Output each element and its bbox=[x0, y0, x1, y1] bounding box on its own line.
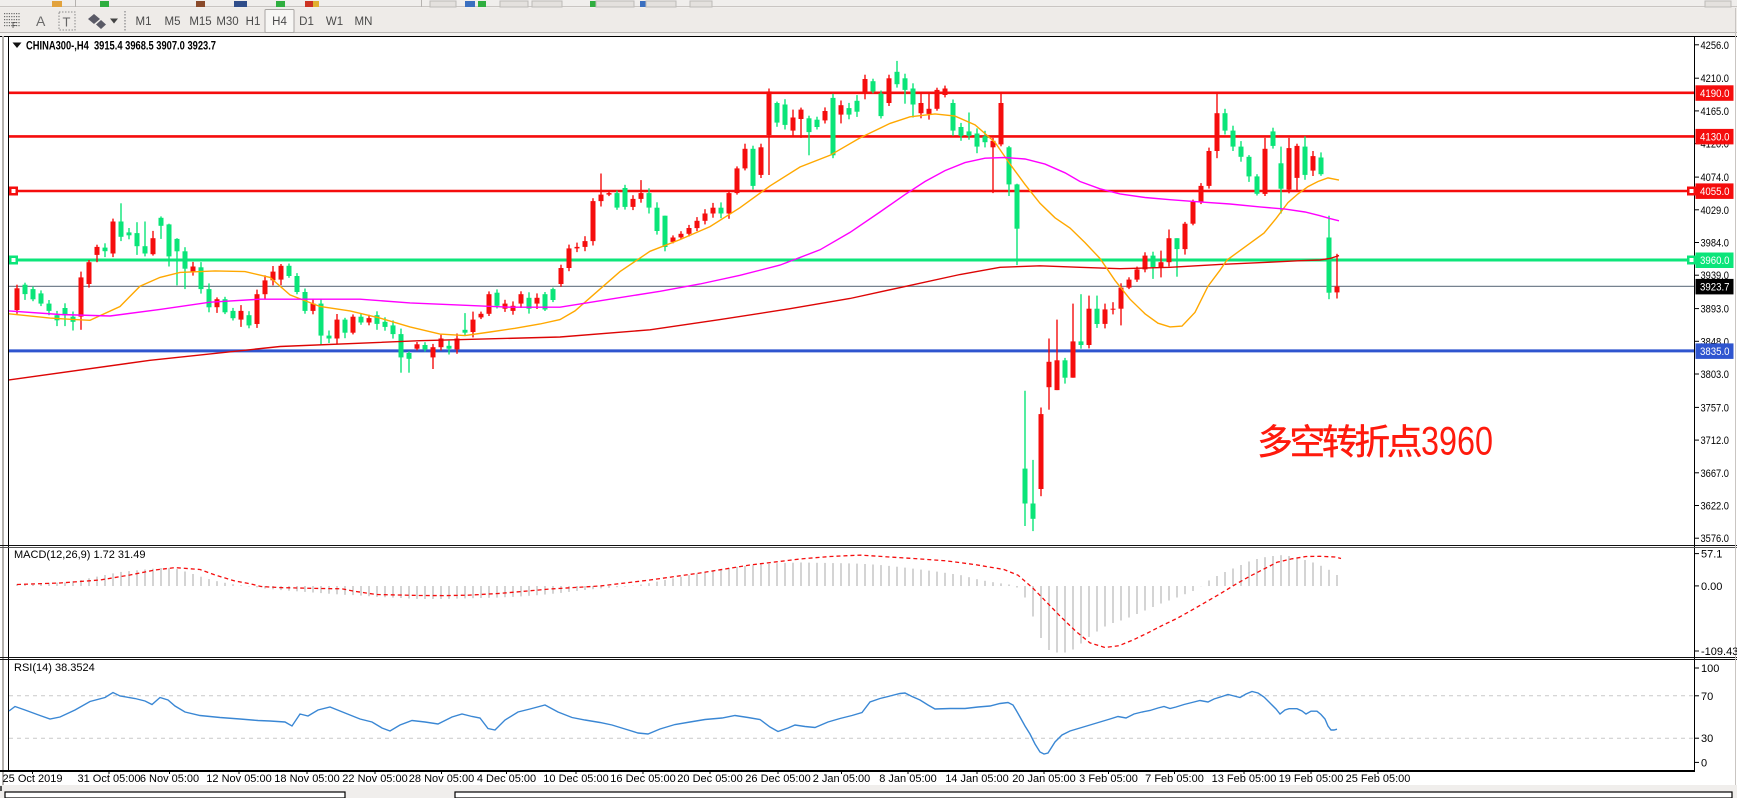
svg-text:4 Dec 05:00: 4 Dec 05:00 bbox=[477, 773, 536, 785]
svg-text:H1: H1 bbox=[246, 16, 261, 28]
svg-text:4190.0: 4190.0 bbox=[1700, 88, 1730, 100]
svg-text:19 Feb 05:00: 19 Feb 05:00 bbox=[1279, 773, 1344, 785]
svg-text:3893.0: 3893.0 bbox=[1701, 304, 1730, 316]
svg-text:3757.0: 3757.0 bbox=[1701, 402, 1730, 414]
svg-text:4055.0: 4055.0 bbox=[1700, 186, 1730, 198]
svg-text:3960.0: 3960.0 bbox=[1700, 255, 1730, 267]
svg-text:CHINA300-,H4 3915.4 3968.5 39: CHINA300-,H4 3915.4 3968.5 3907.0 3923.7 bbox=[26, 41, 216, 53]
svg-text:W1: W1 bbox=[326, 16, 343, 28]
svg-text:20 Jan 05:00: 20 Jan 05:00 bbox=[1012, 773, 1076, 785]
svg-text:4029.0: 4029.0 bbox=[1701, 205, 1730, 217]
svg-text:H4: H4 bbox=[272, 16, 287, 28]
svg-text:M5: M5 bbox=[165, 16, 181, 28]
svg-text:26 Dec 05:00: 26 Dec 05:00 bbox=[745, 773, 810, 785]
svg-text:8 Jan 05:00: 8 Jan 05:00 bbox=[879, 773, 937, 785]
svg-text:12 Nov 05:00: 12 Nov 05:00 bbox=[206, 773, 271, 785]
svg-text:57.1: 57.1 bbox=[1701, 549, 1722, 561]
svg-text:-109.43: -109.43 bbox=[1701, 646, 1737, 658]
svg-text:4165.0: 4165.0 bbox=[1701, 106, 1730, 118]
svg-text:3803.0: 3803.0 bbox=[1701, 369, 1730, 381]
svg-text:25 Feb 05:00: 25 Feb 05:00 bbox=[1346, 773, 1411, 785]
svg-text:0.00: 0.00 bbox=[1701, 581, 1722, 593]
svg-text:3576.0: 3576.0 bbox=[1701, 533, 1730, 545]
svg-text:3712.0: 3712.0 bbox=[1701, 435, 1730, 447]
svg-text:14 Jan 05:00: 14 Jan 05:00 bbox=[945, 773, 1009, 785]
svg-text:M1: M1 bbox=[136, 16, 152, 28]
svg-text:6 Nov 05:00: 6 Nov 05:00 bbox=[140, 773, 199, 785]
svg-text:25 Oct 2019: 25 Oct 2019 bbox=[3, 773, 63, 785]
svg-text:3667.0: 3667.0 bbox=[1701, 468, 1730, 480]
svg-text:2 Jan 05:00: 2 Jan 05:00 bbox=[813, 773, 871, 785]
svg-text:RSI(14) 38.3524: RSI(14) 38.3524 bbox=[14, 662, 95, 674]
svg-text:20 Dec 05:00: 20 Dec 05:00 bbox=[677, 773, 742, 785]
svg-text:4210.0: 4210.0 bbox=[1701, 73, 1730, 85]
svg-text:70: 70 bbox=[1701, 691, 1713, 703]
svg-text:MACD(12,26,9) 1.72 31.49: MACD(12,26,9) 1.72 31.49 bbox=[14, 549, 145, 561]
svg-text:22 Nov 05:00: 22 Nov 05:00 bbox=[342, 773, 407, 785]
svg-text:18 Nov 05:00: 18 Nov 05:00 bbox=[274, 773, 339, 785]
svg-text:31 Oct 05:00: 31 Oct 05:00 bbox=[78, 773, 141, 785]
svg-text:0: 0 bbox=[1701, 757, 1707, 769]
svg-text:4130.0: 4130.0 bbox=[1700, 132, 1730, 144]
svg-text:3622.0: 3622.0 bbox=[1701, 501, 1730, 513]
svg-text:100: 100 bbox=[1701, 663, 1719, 675]
svg-text:3 Feb 05:00: 3 Feb 05:00 bbox=[1079, 773, 1138, 785]
svg-text:30: 30 bbox=[1701, 733, 1713, 745]
svg-text:M30: M30 bbox=[216, 16, 238, 28]
svg-text:4256.0: 4256.0 bbox=[1701, 40, 1730, 52]
svg-text:MN: MN bbox=[355, 16, 373, 28]
svg-text:4074.0: 4074.0 bbox=[1701, 172, 1730, 184]
svg-text:3835.0: 3835.0 bbox=[1700, 346, 1730, 358]
svg-text:3923.7: 3923.7 bbox=[1700, 282, 1730, 294]
svg-text:M15: M15 bbox=[189, 16, 211, 28]
svg-text:28 Nov 05:00: 28 Nov 05:00 bbox=[409, 773, 474, 785]
svg-text:3960: 3960 bbox=[1421, 420, 1493, 464]
svg-text:13 Feb 05:00: 13 Feb 05:00 bbox=[1212, 773, 1277, 785]
svg-text:T: T bbox=[63, 15, 71, 30]
svg-text:D1: D1 bbox=[299, 16, 314, 28]
svg-text:7 Feb 05:00: 7 Feb 05:00 bbox=[1145, 773, 1204, 785]
svg-text:10 Dec 05:00: 10 Dec 05:00 bbox=[543, 773, 608, 785]
svg-text:A: A bbox=[36, 13, 46, 29]
svg-text:F: F bbox=[12, 21, 17, 30]
svg-text:3984.0: 3984.0 bbox=[1701, 238, 1730, 250]
svg-text:16 Dec 05:00: 16 Dec 05:00 bbox=[610, 773, 675, 785]
